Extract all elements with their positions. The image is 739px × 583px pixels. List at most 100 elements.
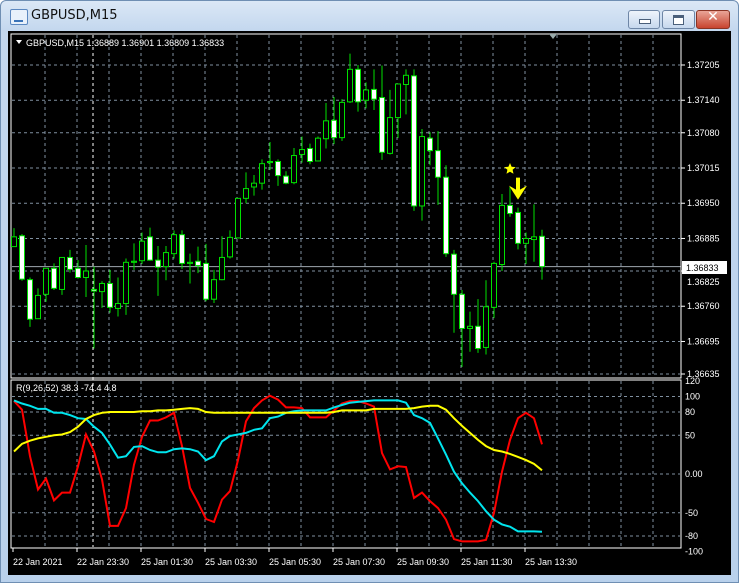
candle	[219, 236, 225, 281]
minimize-button[interactable]	[628, 10, 660, 29]
candle-body	[403, 74, 409, 86]
indicator-series-line	[13, 404, 543, 472]
candle	[75, 260, 81, 279]
candle-body	[347, 68, 353, 103]
candle	[83, 244, 89, 298]
candle-body	[539, 235, 545, 268]
price-axis-label: 1.37140	[687, 95, 720, 105]
candle-body	[163, 252, 169, 268]
candle-body	[291, 155, 297, 184]
candle-body	[387, 117, 393, 154]
candle	[371, 69, 377, 110]
candle-body	[371, 88, 377, 100]
candle	[355, 65, 361, 112]
candle	[179, 230, 185, 269]
candle	[171, 230, 177, 259]
candle	[435, 131, 441, 205]
candle	[275, 159, 281, 186]
candle	[299, 136, 305, 163]
candle	[323, 102, 329, 149]
candle	[27, 277, 33, 327]
candle	[59, 256, 65, 295]
candle-body	[283, 175, 289, 184]
candle-body	[243, 188, 249, 199]
candle-body	[499, 204, 505, 265]
candle-body	[235, 197, 241, 239]
chart-header: GBPUSD,M15 1.36889 1.36901 1.36809 1.368…	[26, 38, 224, 48]
price-axis-label: 1.36950	[687, 198, 720, 208]
chart-background	[8, 31, 731, 575]
indicator-series-line	[13, 394, 543, 543]
candle	[467, 311, 473, 352]
candle	[387, 89, 393, 155]
time-axis-label: 22 Jan 2021	[13, 557, 63, 567]
candle	[203, 243, 209, 302]
current-price-label: 1.36833	[686, 263, 719, 273]
candles	[11, 53, 545, 367]
current-price-box	[682, 261, 727, 274]
candle-body	[99, 282, 105, 293]
candle-body	[451, 253, 457, 295]
indicator-axis-label: 120	[685, 376, 700, 386]
candle	[147, 227, 153, 261]
candle-body	[259, 163, 265, 184]
candle	[283, 171, 289, 185]
candle-body	[491, 262, 497, 308]
candle-body	[427, 137, 433, 152]
maximize-button[interactable]	[662, 10, 695, 29]
candle-body	[483, 306, 489, 348]
candle	[451, 249, 457, 333]
candle-body	[459, 293, 465, 329]
candle-body	[339, 101, 345, 139]
candle-body	[307, 147, 313, 162]
candle	[523, 232, 529, 264]
candle-body	[83, 270, 89, 279]
time-axis-label: 25 Jan 09:30	[397, 557, 449, 567]
time-axis-label: 25 Jan 11:30	[461, 557, 512, 567]
candle-body	[475, 325, 481, 350]
candle	[51, 263, 57, 290]
candle-body	[75, 267, 81, 279]
candle	[211, 269, 217, 303]
indicator-pane-frame	[10, 379, 682, 549]
candle-body	[139, 240, 145, 262]
candle-body	[227, 236, 233, 258]
indicator-axis-label: -80	[685, 531, 698, 541]
candle-body	[35, 294, 41, 320]
time-axis-label: 25 Jan 03:30	[205, 557, 257, 567]
indicator-axis-label: -100	[685, 547, 703, 557]
close-icon: ✕	[707, 9, 719, 25]
candle-body	[515, 211, 521, 244]
candle-body	[43, 267, 49, 295]
close-button[interactable]: ✕	[696, 9, 730, 29]
indicator-axis-label: 50	[685, 430, 695, 440]
candle-body	[379, 97, 385, 153]
time-axis-label: 25 Jan 05:30	[269, 557, 321, 567]
candle	[411, 69, 417, 211]
signal-markers	[504, 163, 527, 200]
candle-body	[91, 288, 97, 292]
price-axis-label: 1.36885	[687, 233, 720, 243]
candle-body	[531, 236, 537, 241]
minimize-icon	[639, 19, 651, 24]
chart-shift-icon[interactable]	[549, 34, 557, 39]
candle-body	[411, 75, 417, 207]
indicator-axis-label: 0.00	[685, 469, 703, 479]
candle-body	[107, 282, 113, 308]
candle-body	[179, 234, 185, 264]
collapse-triangle-icon[interactable]	[16, 40, 22, 44]
candle-body	[171, 234, 177, 255]
candle	[539, 229, 545, 280]
candle	[35, 288, 41, 320]
candle-body	[155, 259, 161, 268]
candle-body	[11, 236, 17, 248]
candle	[363, 82, 369, 109]
candle-body	[523, 237, 529, 244]
candle-body	[275, 160, 281, 177]
price-axis-label: 1.36635	[687, 369, 720, 379]
candle	[443, 165, 449, 257]
candle-body	[203, 262, 209, 300]
price-axis-label: 1.37205	[687, 60, 720, 70]
candle	[131, 243, 137, 270]
